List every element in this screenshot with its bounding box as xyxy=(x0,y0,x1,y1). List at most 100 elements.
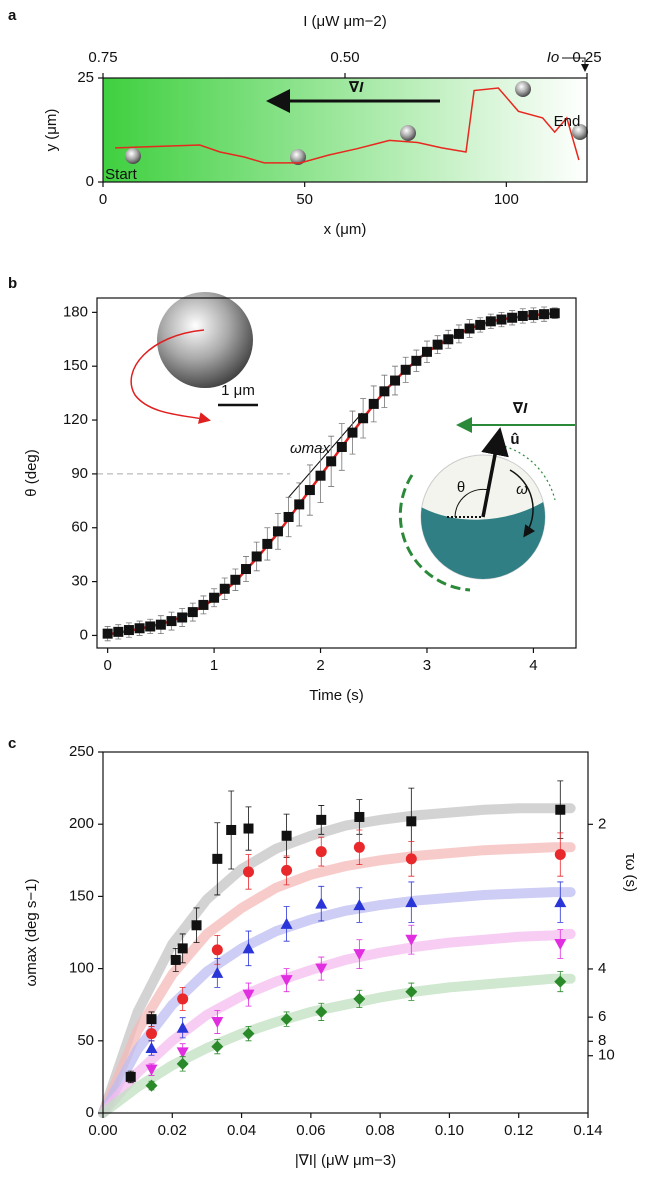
orientation-vector xyxy=(481,427,509,518)
marker xyxy=(211,1040,224,1053)
y-tick-label: 30 xyxy=(71,573,88,590)
marker xyxy=(211,1017,224,1029)
y-tick-label: 90 xyxy=(71,465,88,482)
marker xyxy=(400,364,411,375)
marker xyxy=(211,966,224,978)
y2-tick-label: 10 xyxy=(598,1047,615,1064)
marker xyxy=(496,314,507,325)
marker xyxy=(485,316,496,327)
end-label: End xyxy=(554,113,581,130)
y-tick-label: 0 xyxy=(80,626,88,643)
plot-frame xyxy=(96,297,577,649)
x-tick-label: 0.12 xyxy=(504,1122,533,1139)
particle xyxy=(572,124,588,140)
marker xyxy=(242,1027,255,1040)
gradient-background xyxy=(103,78,587,182)
panel-letter: c xyxy=(8,735,16,752)
y2-tick-label: 2 xyxy=(598,815,606,832)
marker xyxy=(241,564,252,575)
particle xyxy=(515,81,531,97)
marker xyxy=(554,849,566,861)
y-tick-label: 50 xyxy=(77,1032,94,1049)
marker xyxy=(113,626,124,637)
marker xyxy=(211,944,223,956)
x-axis-label: Time (s) xyxy=(309,687,363,704)
marker xyxy=(443,334,454,345)
marker xyxy=(554,896,567,908)
marker xyxy=(406,816,417,827)
marker xyxy=(315,470,326,481)
marker xyxy=(170,954,181,965)
marker xyxy=(555,804,566,815)
marker xyxy=(243,823,254,834)
x-tick-label: 50 xyxy=(296,191,313,208)
marker xyxy=(315,963,328,975)
marker xyxy=(326,456,337,467)
marker xyxy=(368,398,379,409)
y-tick-label: 100 xyxy=(69,960,94,977)
marker xyxy=(176,1021,189,1033)
rotation-path xyxy=(499,444,556,501)
x2-axis-label: I (μW μm−2) xyxy=(303,13,387,30)
marker xyxy=(405,896,418,908)
marker xyxy=(539,309,550,320)
marker xyxy=(507,312,518,323)
marker xyxy=(242,942,255,954)
particle xyxy=(125,148,141,164)
marker xyxy=(280,975,293,987)
marker xyxy=(209,592,220,603)
x-tick-label: 0 xyxy=(99,191,107,208)
marker xyxy=(219,583,230,594)
marker xyxy=(353,992,366,1005)
panel-letter: b xyxy=(8,275,17,292)
marker xyxy=(283,511,294,522)
marker xyxy=(134,623,145,634)
marker xyxy=(353,899,366,911)
gradient-label: ∇I xyxy=(349,79,364,96)
marker xyxy=(354,811,365,822)
y-tick-label: 120 xyxy=(63,411,88,428)
marker xyxy=(316,814,327,825)
rotation-arrow xyxy=(130,329,211,424)
intensity-arrow xyxy=(562,57,589,72)
marker xyxy=(262,538,273,549)
particle xyxy=(400,125,416,141)
start-label: Start xyxy=(105,166,138,183)
y2-tick-label: 6 xyxy=(598,1008,606,1025)
marker xyxy=(177,993,189,1005)
marker xyxy=(294,499,305,510)
theta-label: θ xyxy=(457,479,465,496)
marker xyxy=(198,599,209,610)
marker xyxy=(226,824,237,835)
marker xyxy=(554,975,567,988)
y-tick-label: 150 xyxy=(63,357,88,374)
marker xyxy=(517,310,528,321)
y-axis-label: y (μm) xyxy=(43,109,60,152)
marker xyxy=(272,526,283,537)
marker xyxy=(421,346,432,357)
y-tick-label: 0 xyxy=(86,1104,94,1121)
marker xyxy=(176,1057,189,1070)
y2-tick-label: 8 xyxy=(598,1032,606,1049)
marker xyxy=(304,485,315,496)
fit-curve xyxy=(98,842,576,1118)
marker xyxy=(358,413,369,424)
x-tick-label: 4 xyxy=(529,657,537,674)
y-axis-label: ωmax (deg s−1) xyxy=(23,878,40,986)
marker xyxy=(315,897,328,909)
marker xyxy=(315,846,327,858)
marker xyxy=(125,1071,136,1082)
marker xyxy=(405,985,418,998)
marker xyxy=(336,441,347,452)
x2-tick-label: 0.75 xyxy=(88,49,117,66)
marker xyxy=(528,310,539,321)
marker xyxy=(123,625,134,636)
marker xyxy=(145,1079,158,1092)
marker xyxy=(155,619,166,630)
x-tick-label: 0.00 xyxy=(88,1122,117,1139)
marker xyxy=(390,375,401,386)
trajectory xyxy=(115,87,580,164)
panel-letter: a xyxy=(8,7,17,24)
tangent-line xyxy=(287,412,363,499)
